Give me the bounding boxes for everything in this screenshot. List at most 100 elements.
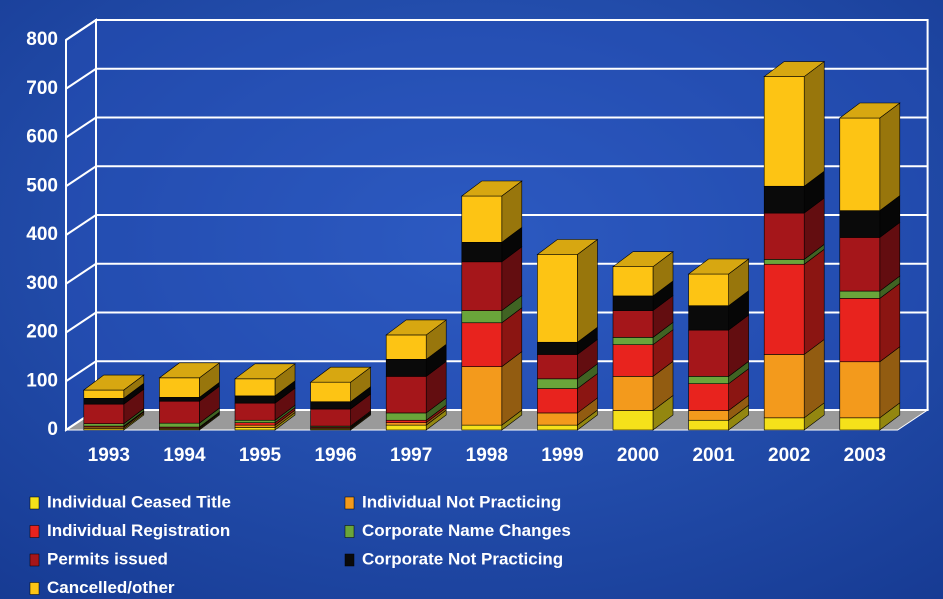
bar — [763, 417, 805, 431]
bar — [83, 398, 125, 405]
bar — [839, 417, 881, 431]
bar-top — [687, 258, 750, 275]
bar — [461, 424, 503, 431]
bar — [839, 237, 881, 292]
y-tick-label: 700 — [26, 78, 58, 99]
x-tick-label: 1993 — [88, 445, 130, 466]
bar-top — [234, 363, 296, 380]
x-tick-label: 1994 — [163, 445, 206, 466]
bar — [385, 334, 427, 360]
bar — [310, 401, 351, 410]
bar — [234, 427, 276, 431]
legend-swatch — [29, 582, 40, 595]
bar — [612, 295, 654, 311]
legend-label: Cancelled/other — [47, 578, 175, 597]
bar — [159, 377, 200, 398]
bar — [461, 322, 503, 367]
bar — [310, 408, 351, 427]
bar — [612, 344, 654, 377]
bar — [537, 341, 578, 355]
legend-label: Individual Ceased Title — [47, 492, 231, 511]
bar — [234, 378, 276, 397]
grid-line — [65, 165, 928, 188]
bar — [763, 263, 805, 355]
bar — [537, 354, 578, 380]
bar — [159, 422, 200, 428]
bar — [612, 337, 654, 345]
bar — [385, 422, 427, 426]
bar — [839, 361, 881, 419]
bar — [461, 242, 503, 263]
bar-side — [803, 60, 825, 187]
bar — [537, 378, 578, 389]
bar — [612, 376, 654, 411]
y-tick-label: 600 — [26, 127, 58, 148]
x-tick-label: 2000 — [617, 445, 659, 466]
bar — [688, 329, 729, 377]
bar-side — [879, 102, 901, 212]
bar — [763, 76, 805, 187]
bar-top — [82, 374, 145, 391]
bar — [159, 400, 200, 424]
bar — [159, 397, 200, 402]
bar — [688, 383, 729, 411]
legend-swatch — [344, 525, 355, 538]
grid-line — [65, 19, 928, 41]
bar — [83, 403, 125, 424]
bar — [839, 290, 881, 299]
bar-top — [460, 180, 523, 197]
x-tick-label: 2003 — [844, 445, 886, 466]
x-tick-label: 2002 — [768, 445, 810, 466]
bar-top — [612, 251, 674, 267]
bar — [612, 410, 654, 431]
bar-top — [385, 319, 448, 336]
bar — [688, 273, 729, 306]
bar-top — [158, 362, 221, 379]
bar — [763, 259, 805, 265]
x-tick-label: 1999 — [541, 445, 583, 466]
bar — [688, 305, 729, 331]
bar — [310, 381, 351, 403]
grid-line — [65, 67, 928, 90]
bar — [385, 424, 427, 431]
x-tick-label: 1998 — [466, 445, 508, 466]
bar — [839, 117, 881, 211]
y-tick-label: 200 — [26, 322, 58, 343]
grid-line — [65, 116, 928, 139]
legend-swatch — [29, 525, 40, 538]
bar-top — [536, 239, 599, 255]
legend-label: Individual Registration — [47, 521, 230, 540]
bar — [537, 388, 578, 414]
grid-line — [65, 214, 928, 236]
bar — [612, 266, 654, 297]
bar — [83, 389, 125, 399]
bar — [537, 254, 578, 343]
bar — [839, 298, 881, 363]
bar — [688, 419, 729, 431]
legend-label: Individual Not Practicing — [362, 492, 561, 511]
bar — [763, 354, 805, 419]
bar — [234, 419, 276, 423]
y-tick-label: 800 — [26, 29, 58, 50]
x-tick-label: 1996 — [314, 445, 356, 466]
bar-top — [838, 102, 901, 119]
bar — [839, 210, 881, 238]
bar — [537, 424, 578, 431]
bar — [234, 424, 276, 428]
bar-side — [577, 238, 598, 343]
legend-swatch — [29, 553, 40, 567]
bar — [385, 359, 427, 377]
bar — [537, 412, 578, 426]
legend-swatch — [344, 496, 355, 510]
x-tick-label: 2001 — [692, 445, 735, 466]
bar — [612, 310, 654, 338]
x-tick-label: 1995 — [239, 445, 282, 466]
y-tick-label: 300 — [26, 273, 58, 294]
bar — [385, 412, 427, 421]
bar-top — [763, 61, 826, 77]
bar — [461, 366, 503, 426]
bar — [763, 212, 805, 260]
bar — [234, 422, 276, 426]
